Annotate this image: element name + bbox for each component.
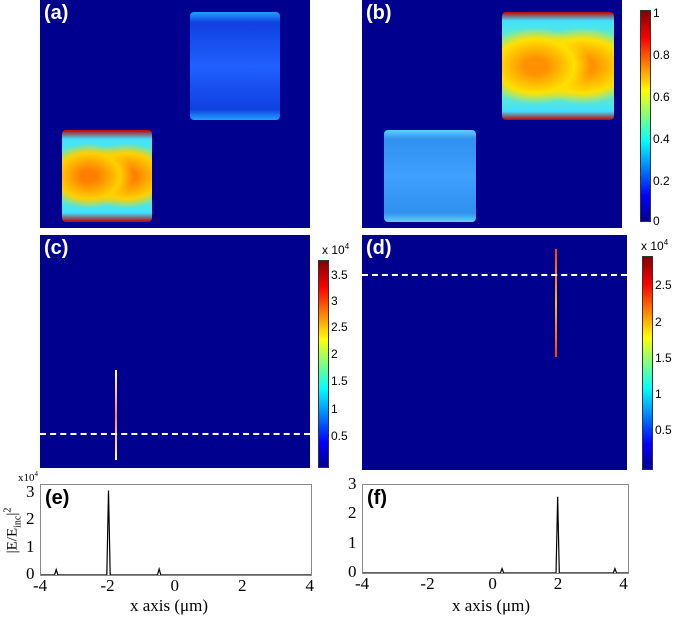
line-plot-f: (f) xyxy=(362,484,629,574)
y-tick-label: 0 xyxy=(26,564,35,583)
tick: 2 xyxy=(655,315,662,329)
y-multiplier: x104 xyxy=(18,470,38,484)
tick: 1 xyxy=(653,6,660,20)
colorbar-ab xyxy=(640,10,651,222)
tick: 0.5 xyxy=(655,423,672,437)
tick: 2 xyxy=(331,347,338,361)
x-tick-label: 4 xyxy=(305,576,315,595)
tick: 0.5 xyxy=(331,429,348,443)
panel-label-d: (d) xyxy=(366,237,392,259)
y-tick-label: 0 xyxy=(348,562,357,581)
y-tick-label: 1 xyxy=(26,536,35,556)
x-axis-label-f: x axis (μm) xyxy=(452,596,531,615)
colorbar-c-multiplier: x 104 xyxy=(322,242,350,257)
y-tick-label: 2 xyxy=(26,509,35,529)
series-line xyxy=(41,490,311,575)
series-line xyxy=(363,496,628,573)
colorbar-d xyxy=(642,256,653,470)
x-tick-label: 2 xyxy=(238,576,247,595)
panel-label-b: (b) xyxy=(366,2,392,24)
y-tick-label: 3 xyxy=(348,474,357,493)
tick: 0.2 xyxy=(653,174,670,188)
tick: 0.4 xyxy=(653,132,670,146)
tick: 0.6 xyxy=(653,90,670,104)
y-tick-label: 3 xyxy=(26,482,35,502)
colorbar-d-multiplier: x 104 xyxy=(641,238,669,253)
x-tick-label: 2 xyxy=(553,574,563,593)
x-tick-label: -2 xyxy=(100,576,115,595)
x-tick-label: -4 xyxy=(355,574,370,593)
panel-label-f: (f) xyxy=(367,487,387,509)
tick: 3 xyxy=(331,294,338,308)
cut-line xyxy=(40,433,310,435)
tick: 2.5 xyxy=(331,320,348,334)
panel-label-a: (a) xyxy=(44,2,69,24)
x-axis-label-e: x axis (μm) xyxy=(130,596,209,615)
plot-svg xyxy=(363,496,628,573)
panel-label-e: (e) xyxy=(45,487,70,509)
resonator-dim xyxy=(384,130,476,222)
tick: 3.5 xyxy=(331,268,348,282)
x-tick-label: 4 xyxy=(619,574,628,593)
plot-svg xyxy=(41,490,311,575)
resonator-bright xyxy=(62,130,152,222)
line-plot-e: (e) xyxy=(40,484,312,576)
field-map-c: (c) xyxy=(40,235,310,468)
resonator-bright xyxy=(502,12,614,120)
tick: 1 xyxy=(655,387,662,401)
field-map-a: (a) xyxy=(40,0,310,228)
y-tick-label: 2 xyxy=(348,503,357,523)
x-tick-label: 0 xyxy=(488,574,497,593)
x-tick-label: -4 xyxy=(33,576,48,595)
x-tick-label: -2 xyxy=(420,574,435,593)
field-map-d: (d) xyxy=(362,235,627,470)
y-tick-label: 1 xyxy=(348,532,357,552)
cut-line xyxy=(362,274,627,276)
resonator-dim xyxy=(190,12,280,120)
tick: 1.5 xyxy=(331,374,348,388)
tick: 1 xyxy=(331,402,338,416)
tick: 0.8 xyxy=(653,48,670,62)
colorbar-c xyxy=(318,260,329,468)
hotspot-line xyxy=(555,249,557,357)
panel-label-c: (c) xyxy=(44,237,69,259)
tick: 2.5 xyxy=(655,278,672,292)
y-axis-label: |E/Einc|2 xyxy=(2,507,24,554)
hotspot-line xyxy=(115,370,117,460)
field-map-b: (b) xyxy=(362,0,622,228)
tick: 0 xyxy=(653,214,660,228)
tick: 1.5 xyxy=(655,351,672,365)
x-tick-label: 0 xyxy=(170,576,180,595)
